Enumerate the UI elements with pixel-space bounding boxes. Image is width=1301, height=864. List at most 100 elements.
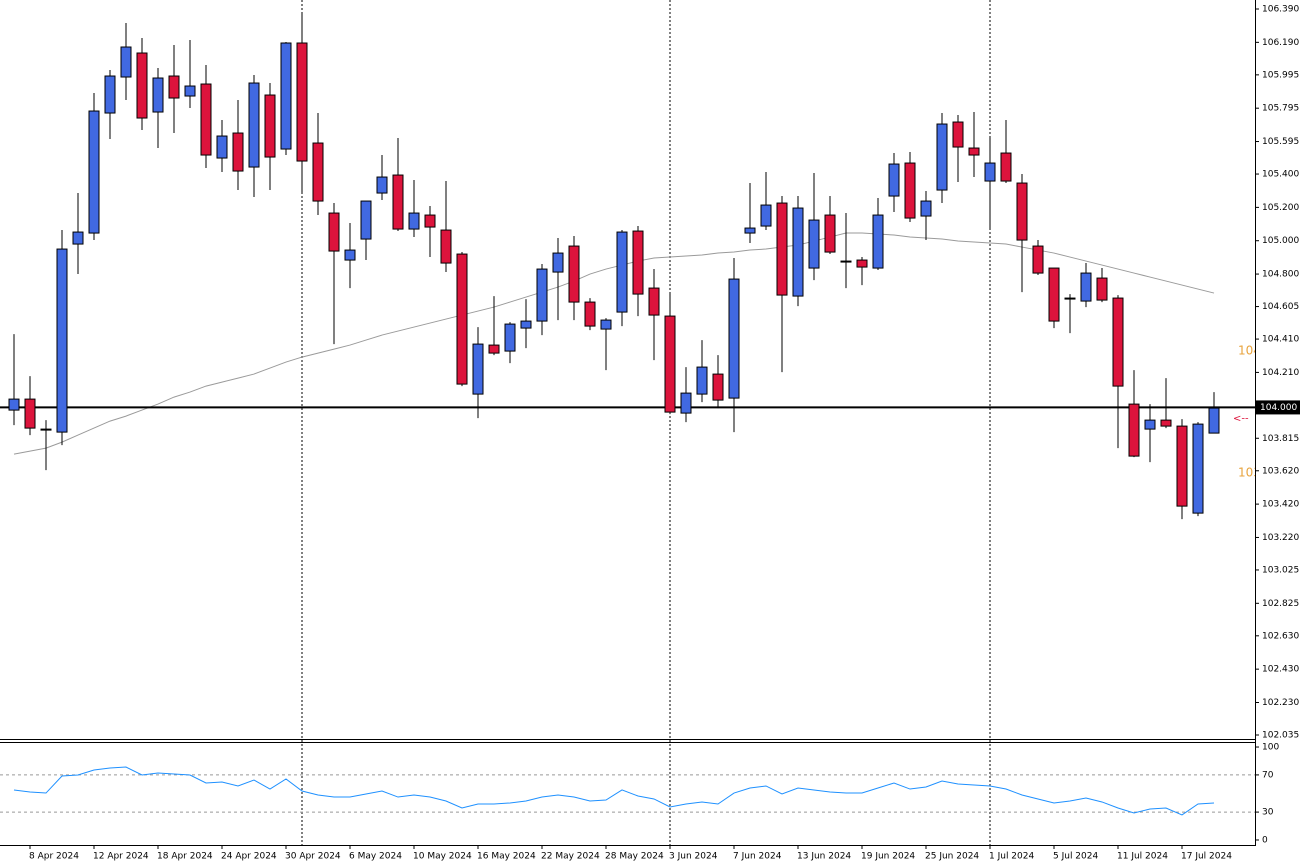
x-tick-label: 25 Jun 2024 [925,852,979,862]
y-tick-label: 70 [1262,770,1274,780]
candle-body [1048,267,1060,322]
plot-area: 104 103 [0,13,1261,816]
candle-body [744,227,756,234]
candle-body [72,231,84,245]
candle-body [1032,245,1044,274]
y-tick-label: 103.220 [1262,533,1299,543]
candle-body [424,214,436,228]
candle-body [632,230,644,295]
candle-body [984,162,996,182]
y-tick-label: 104.800 [1262,270,1299,280]
x-tick-label: 12 Apr 2024 [93,852,149,862]
candle-body [120,46,132,78]
candle-body [40,428,52,431]
candle-body [200,83,212,156]
candle-body [456,253,468,385]
y-tick-label: 30 [1262,808,1274,818]
price-label-box [1256,400,1300,415]
candle-body [24,398,36,429]
x-tick-label: 8 Apr 2024 [29,852,79,862]
candle-body [136,52,148,119]
candle-body [1112,297,1124,387]
candle-body [1208,407,1220,434]
candle-body [168,75,180,99]
candle-body [472,343,484,395]
y-tick-label: 106.390 [1262,5,1299,15]
candle-body [680,392,692,414]
candle-body [552,252,564,273]
y-tick-label: 103.815 [1262,434,1299,444]
candle-body [1128,403,1140,457]
candle-body [56,248,68,433]
candle-body [696,366,708,395]
x-tick-label: 16 May 2024 [477,852,536,862]
candle-body [488,344,500,354]
y-tick-label: 105.400 [1262,170,1299,180]
candle-body [264,94,276,158]
y-tick-label: 105.795 [1262,104,1299,114]
price-label: 104.000 [1260,403,1297,413]
candle-body [760,204,772,227]
candle-body [312,142,324,202]
candle-body [712,373,724,401]
y-tick-label: 105.200 [1262,203,1299,213]
y-tick-label: 0 [1262,835,1268,845]
annotation: 103 [1238,466,1261,480]
candle-body [872,214,884,269]
x-tick-label: 1 Jul 2024 [989,852,1034,862]
candle-body [152,77,164,113]
y-tick-label: 105.995 [1262,70,1299,80]
candle-body [344,249,356,261]
candle-body [248,82,260,168]
candle-body [840,260,852,263]
candle-body [600,319,612,330]
y-tick-label: 100 [1262,743,1279,753]
x-tick-label: 24 Apr 2024 [221,852,277,862]
candle-body [216,135,228,159]
x-tick-label: 13 Jun 2024 [797,852,851,862]
x-tick-label: 22 May 2024 [541,852,600,862]
candle-body [952,121,964,148]
candle-body [184,85,196,97]
x-tick-label: 19 Jun 2024 [861,852,915,862]
x-tick-label: 5 Jul 2024 [1053,852,1098,862]
candle-body [1192,423,1204,514]
y-tick-label: 102.430 [1262,665,1299,675]
price-arrow: <-- [1233,413,1249,424]
y-tick-label: 102.230 [1262,698,1299,708]
y-tick-label: 102.825 [1262,599,1299,609]
x-tick-label: 6 May 2024 [349,852,402,862]
candle-body [1144,419,1156,430]
candle-body [664,315,676,413]
y-tick-label: 105.000 [1262,236,1299,246]
candle-body [904,162,916,219]
candle-body [280,42,292,150]
candle-body [1096,277,1108,301]
candle-body [936,123,948,191]
candle-body [1160,419,1172,427]
y-tick-label: 104.210 [1262,368,1299,378]
candle-body [440,229,452,264]
candle-body [1176,425,1188,507]
candle-body [360,200,372,240]
y-tick-label: 103.420 [1262,500,1299,510]
moving-average [13,232,1215,455]
candle-body [104,75,116,114]
y-tick-label: 102.035 [1262,730,1299,740]
candle-body [584,301,596,327]
annotation: 104 [1238,344,1261,358]
candle-body [8,398,20,411]
candle-body [408,212,420,230]
candle-body [920,200,932,217]
x-tick-label: 18 Apr 2024 [157,852,213,862]
candle-body [728,278,740,399]
candle-body [520,320,532,329]
candle-body [1016,182,1028,241]
y-tick-label: 104.605 [1262,302,1299,312]
candle-body [648,287,660,316]
candle-body [328,212,340,252]
candle-body [856,259,868,268]
candle-body [1080,272,1092,302]
